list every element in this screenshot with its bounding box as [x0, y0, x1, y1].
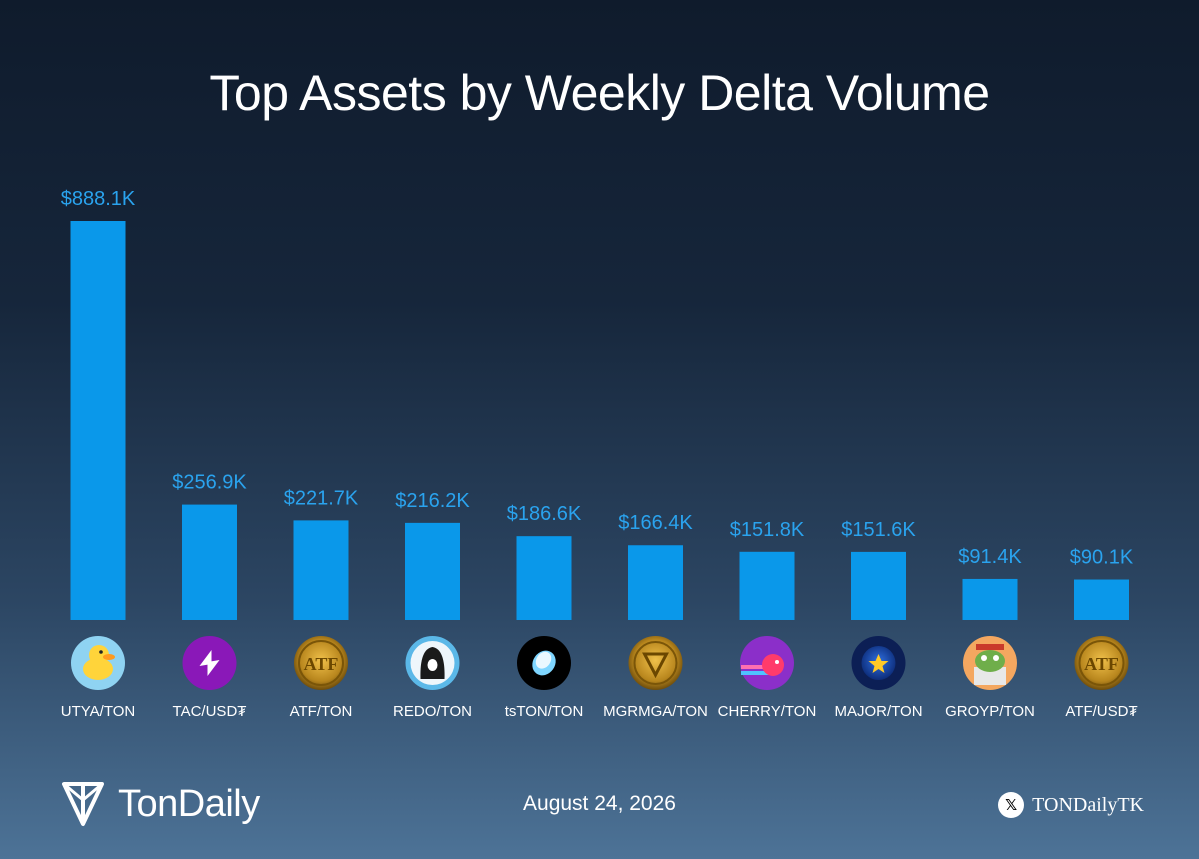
tac-logo-icon: [182, 636, 237, 690]
bar: [516, 536, 572, 620]
category-label: tsTON/TON: [505, 703, 584, 720]
value-label: $90.1K: [1070, 547, 1134, 569]
cherry-fish-icon: [740, 636, 794, 690]
category-label: TAC/USD₮: [173, 703, 247, 720]
value-label: $91.4K: [958, 546, 1022, 568]
tondaily-mark-icon: [62, 782, 104, 826]
x-logo-icon: 𝕏: [998, 792, 1025, 818]
value-label: $221.7K: [284, 487, 359, 509]
svg-text:ATF: ATF: [304, 654, 339, 674]
value-label: $216.2K: [395, 490, 470, 512]
chart-title: Top Assets by Weekly Delta Volume: [209, 65, 990, 121]
x-handle-text: TONDailyTK: [1032, 793, 1144, 816]
category-label: ATF/USD₮: [1065, 703, 1137, 720]
mgrmga-coin-icon: [628, 636, 683, 690]
bar: [1074, 579, 1129, 620]
atf-coin-icon: ATF: [1074, 636, 1129, 690]
brand-name: TonDaily: [118, 782, 260, 825]
category-label: ATF/TON: [290, 703, 353, 720]
bar: [182, 504, 237, 620]
groyp-frog-icon: [963, 636, 1017, 690]
category-label: GROYP/TON: [945, 703, 1035, 720]
duck-icon: [71, 636, 125, 690]
value-label: $256.9K: [172, 472, 247, 494]
category-label: REDO/TON: [393, 703, 472, 720]
redo-hood-icon: [405, 636, 460, 690]
tston-drop-icon: [517, 636, 571, 690]
value-label: $166.4K: [618, 512, 693, 534]
atf-coin-icon: ATF: [294, 636, 348, 690]
value-label: $151.8K: [730, 519, 805, 541]
category-label: MAJOR/TON: [834, 703, 922, 720]
value-label: $888.1K: [61, 188, 136, 210]
bar: [70, 221, 126, 620]
value-label: $186.6K: [507, 503, 582, 525]
bar: [962, 578, 1018, 620]
bar: [405, 522, 460, 620]
category-label: MGRMGA/TON: [603, 703, 708, 720]
bar: [293, 520, 349, 620]
category-label: UTYA/TON: [61, 703, 135, 720]
report-date: August 24, 2026: [523, 792, 676, 815]
bar: [628, 545, 683, 620]
major-star-icon: [851, 636, 906, 690]
bar: [739, 551, 795, 620]
tondaily-logo: TonDaily: [60, 778, 260, 830]
bar: [851, 551, 906, 620]
x-handle[interactable]: 𝕏 TONDailyTK: [998, 792, 1144, 818]
value-label: $151.6K: [841, 519, 916, 541]
category-label: CHERRY/TON: [718, 703, 817, 720]
svg-text:ATF: ATF: [1084, 654, 1119, 674]
